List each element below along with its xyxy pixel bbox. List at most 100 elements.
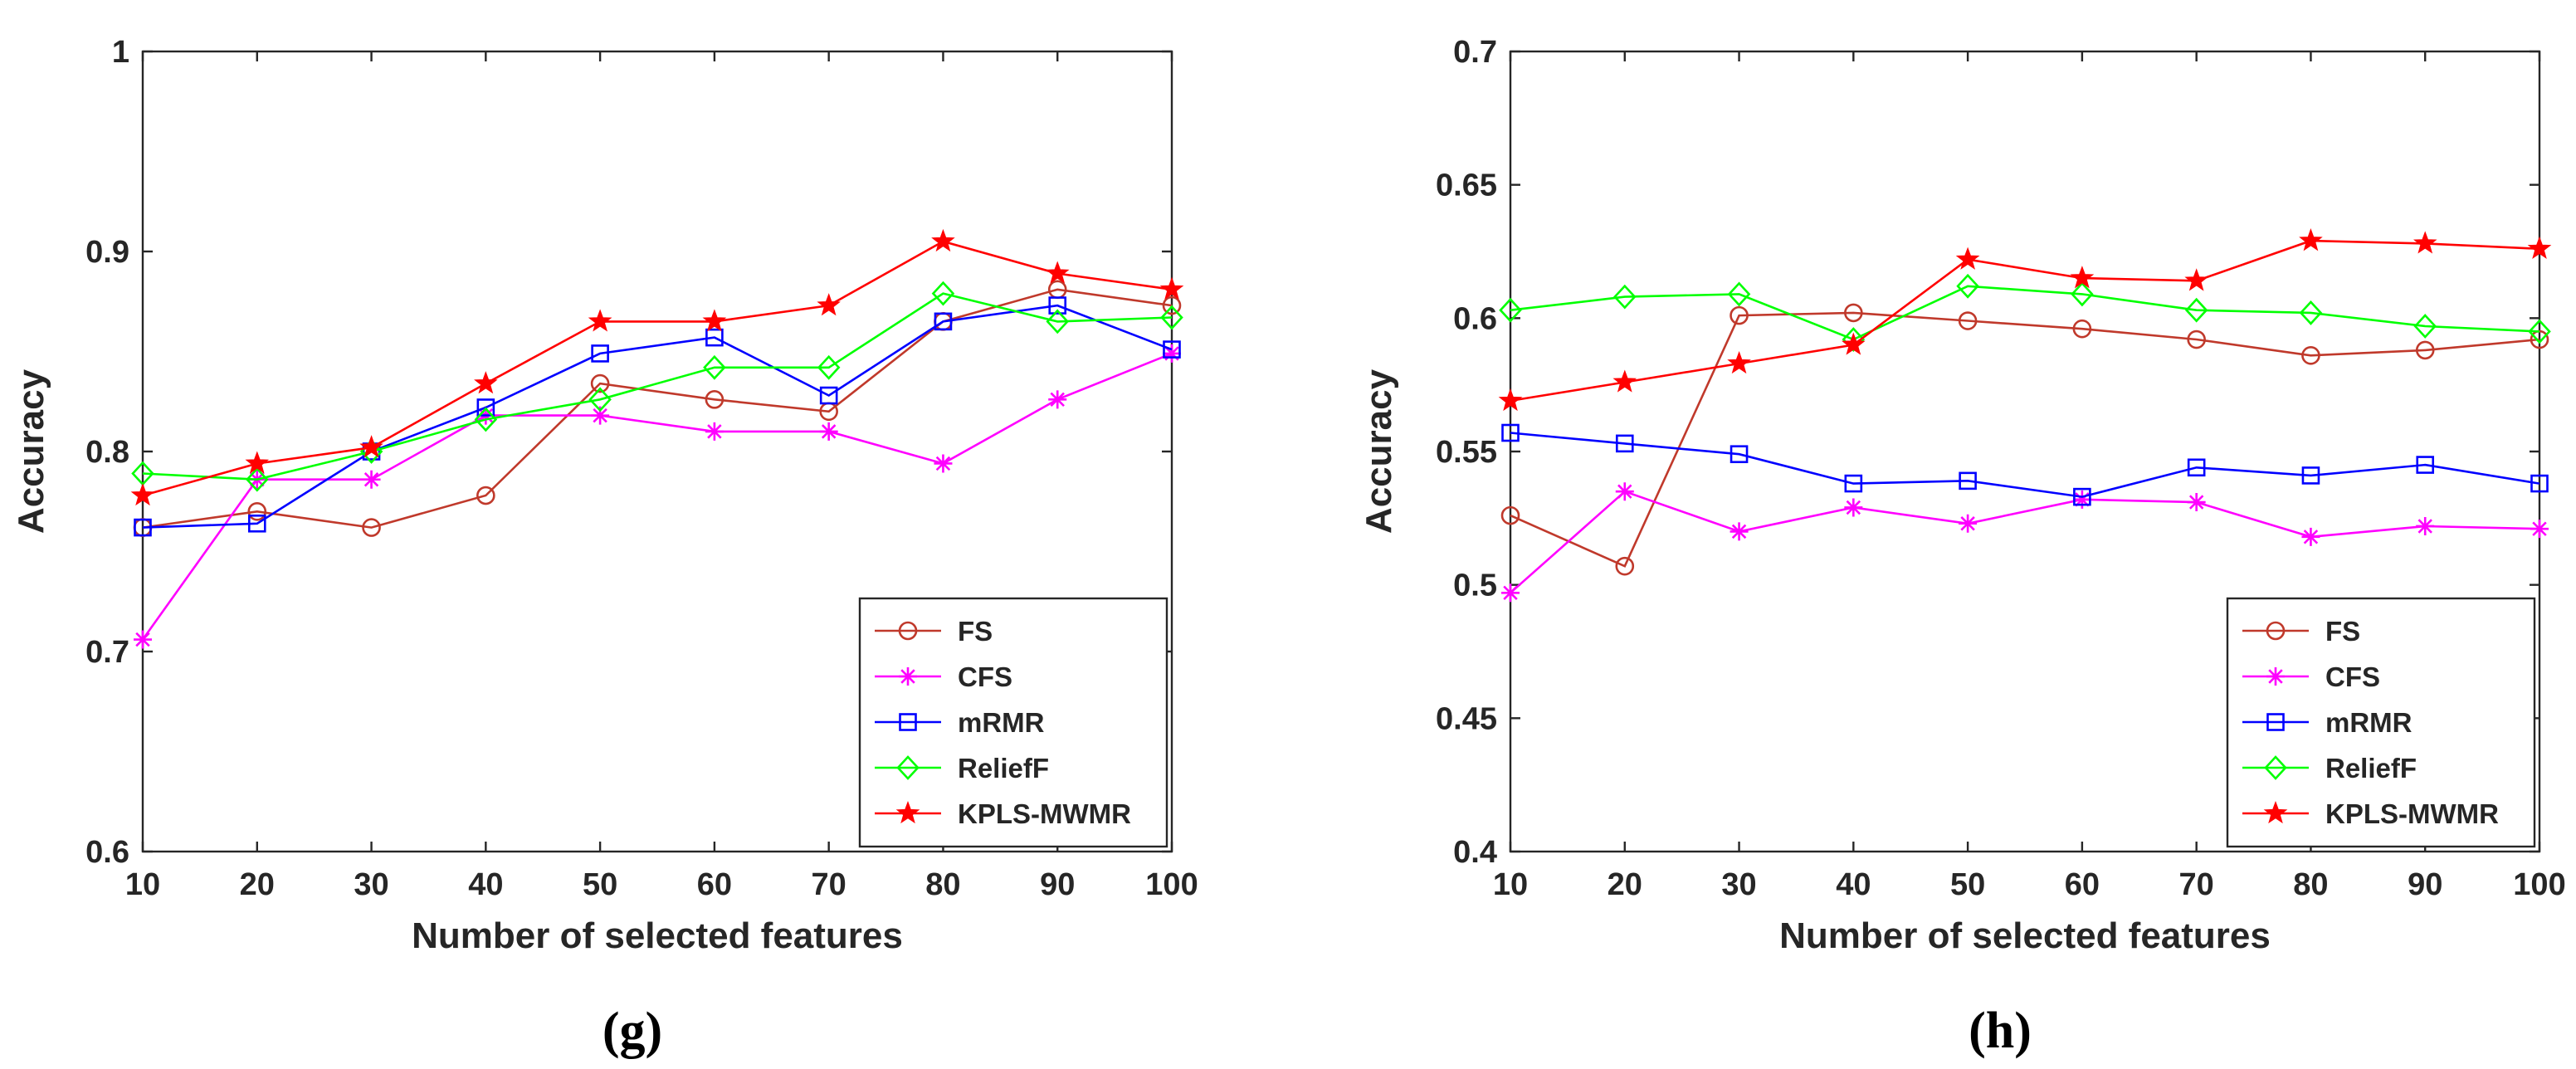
data-point (1046, 309, 1069, 334)
legend-marker (2266, 621, 2286, 641)
data-point (1048, 296, 1067, 315)
y-tick-label: 0.55 (1436, 435, 1497, 470)
data-point (1500, 505, 1520, 525)
data-point (245, 451, 270, 474)
x-tick-label: 20 (1608, 867, 1642, 902)
legend-item: CFS (875, 661, 1012, 692)
data-point (2072, 319, 2092, 339)
series-line (1510, 239, 2540, 403)
x-tick-label: 80 (925, 867, 960, 902)
data-point (2415, 340, 2435, 360)
x-tick-label: 30 (354, 867, 388, 902)
y-tick-label: 0.9 (85, 235, 129, 270)
legend-marker (2263, 800, 2288, 824)
data-point (1842, 327, 1866, 352)
data-point (2301, 346, 2320, 365)
data-point (134, 630, 152, 649)
data-point (705, 328, 724, 347)
x-tick-label: 20 (240, 867, 275, 902)
data-point (2527, 236, 2552, 259)
legend-label: KPLS-MWMR (2325, 798, 2499, 829)
data-point (705, 390, 724, 409)
data-point (588, 387, 612, 412)
legend-item: FS (2242, 616, 2360, 647)
y-tick-label: 0.8 (85, 435, 129, 470)
data-point (1613, 284, 1637, 310)
data-point (476, 486, 495, 505)
legend-item: KPLS-MWMR (2242, 798, 2499, 829)
data-point (2416, 516, 2435, 535)
x-tick-label: 90 (2408, 867, 2442, 902)
data-point (1045, 261, 1070, 284)
y-tick-label: 1 (112, 35, 129, 70)
legend-marker (2266, 713, 2285, 731)
data-point (590, 373, 610, 393)
data-point (1615, 434, 1634, 453)
legend-marker (899, 713, 917, 731)
data-point (1612, 369, 1637, 393)
data-point (934, 312, 953, 331)
data-point (247, 514, 266, 533)
data-point (2528, 319, 2551, 344)
data-point (362, 470, 381, 489)
legend: FS CFS mRMR ReliefF KPLS-MWMR (2226, 597, 2536, 848)
data-point (819, 422, 838, 441)
data-point (1160, 305, 1183, 330)
data-point (2071, 281, 2094, 307)
x-tick-label: 70 (812, 867, 846, 902)
legend-label: mRMR (958, 707, 1045, 738)
y-tick-label: 0.7 (85, 635, 129, 670)
chart-panel-1: 10 20 30 40 50 60 70 80 90 100 0.4 0.45 0.5 0.55 0.6 0.… (1359, 35, 2566, 1059)
data-point (2187, 458, 2206, 477)
data-point (1956, 273, 1979, 299)
data-point (1842, 332, 1866, 355)
x-tick-label: 10 (125, 867, 160, 902)
legend-item: CFS (2242, 661, 2380, 692)
x-axis-label: Number of selected features (412, 915, 903, 956)
data-point (2299, 300, 2323, 325)
data-point (359, 435, 383, 458)
legend-label: ReliefF (2325, 753, 2417, 783)
legend-item: FS (875, 616, 993, 647)
series-relieff (1499, 273, 2551, 352)
data-point (134, 518, 152, 537)
x-tick-label: 30 (1721, 867, 1756, 902)
data-point (2187, 493, 2206, 512)
data-point (246, 466, 269, 492)
data-point (1958, 311, 1978, 330)
series-mrmr (134, 296, 1181, 537)
legend-label: KPLS-MWMR (958, 798, 1131, 829)
data-point (1730, 445, 1749, 464)
series-kpls-mwmr (130, 228, 1184, 506)
legend-item: ReliefF (2242, 753, 2417, 783)
legend-label: CFS (958, 661, 1012, 692)
series-cfs (1501, 482, 2549, 603)
data-point (362, 518, 381, 537)
data-point (705, 422, 724, 441)
data-point (819, 386, 838, 405)
data-point (1048, 390, 1067, 409)
legend-label: mRMR (2325, 707, 2413, 738)
x-tick-label: 50 (1950, 867, 1985, 902)
data-point (2073, 487, 2091, 506)
legend-label: FS (958, 616, 993, 647)
series-line (142, 304, 1173, 529)
data-point (1955, 247, 1980, 270)
legend-label: CFS (2325, 661, 2380, 692)
series-kpls-mwmr (1498, 228, 2552, 412)
data-point (2301, 527, 2320, 546)
data-point (817, 354, 841, 380)
data-point (2530, 520, 2549, 539)
data-point (2299, 228, 2323, 251)
x-tick-label: 50 (583, 867, 617, 902)
data-point (2413, 314, 2437, 339)
x-tick-label: 60 (2065, 867, 2100, 902)
x-tick-label: 80 (2293, 867, 2328, 902)
y-tick-label: 0.7 (1453, 35, 1497, 70)
series-relieff (131, 281, 1183, 492)
data-point (1162, 295, 1182, 315)
x-tick-label: 100 (2513, 867, 2565, 902)
data-point (1959, 514, 1978, 533)
data-point (2184, 297, 2208, 323)
x-tick-label: 10 (1493, 867, 1528, 902)
